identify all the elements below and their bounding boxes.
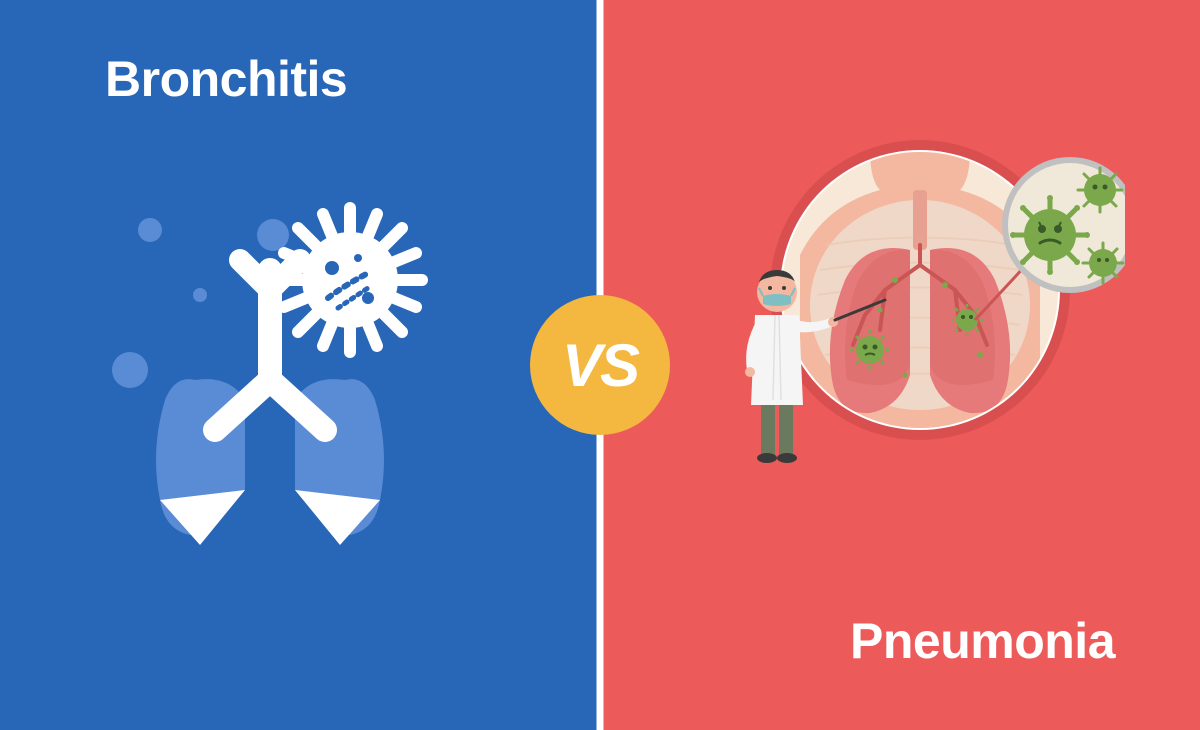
right-title: Pneumonia <box>850 612 1115 670</box>
left-panel: Bronchitis <box>0 0 600 730</box>
vs-badge: VS <box>530 295 670 435</box>
pneumonia-illustration <box>705 135 1125 475</box>
bronchitis-illustration <box>100 200 460 550</box>
left-title: Bronchitis <box>105 50 347 108</box>
vs-text: VS <box>562 331 638 400</box>
right-panel: Pneumonia <box>600 0 1200 730</box>
